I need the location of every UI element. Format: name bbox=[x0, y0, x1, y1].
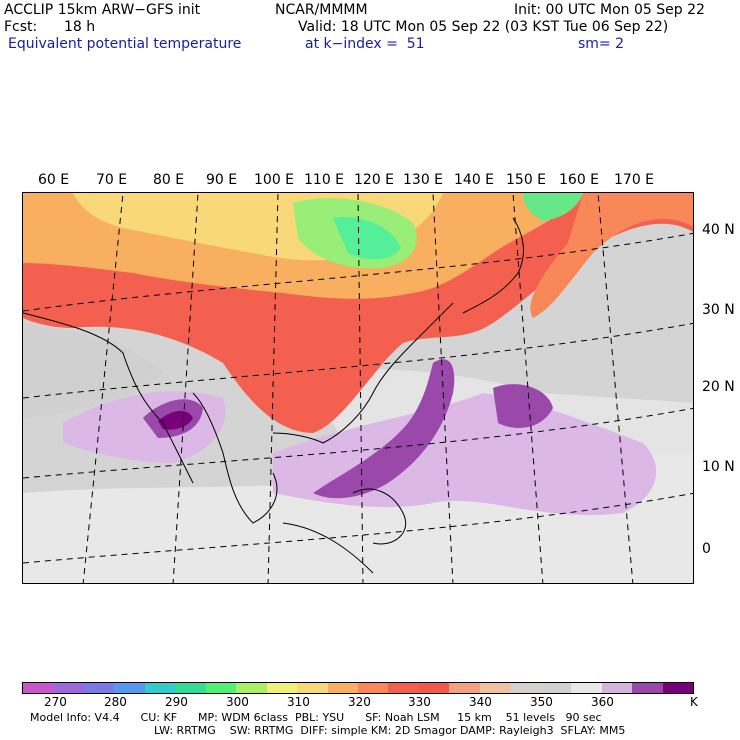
lon-label: 70 E bbox=[96, 172, 128, 188]
lon-label: 130 E bbox=[403, 172, 444, 188]
colorbar-segment bbox=[236, 683, 267, 693]
lat-label: 30 N bbox=[702, 302, 735, 318]
map-plot bbox=[22, 192, 694, 584]
colorbar-segment bbox=[662, 683, 693, 693]
level-index: at k−index = 51 bbox=[305, 36, 425, 52]
colorbar-tick: 350 bbox=[530, 695, 553, 709]
valid-time: Valid: 18 UTC Mon 05 Sep 22 (03 KST Tue … bbox=[298, 19, 669, 35]
colorbar-segment bbox=[388, 683, 419, 693]
colorbar bbox=[22, 682, 694, 694]
model-info: Model Info: V4.4 CU: KF MP: WDM 6class P… bbox=[30, 711, 602, 724]
colorbar-segment bbox=[83, 683, 115, 693]
lon-label: 110 E bbox=[304, 172, 345, 188]
colorbar-segment bbox=[144, 683, 176, 693]
colorbar-segment bbox=[175, 683, 206, 693]
lat-label: 0 bbox=[702, 541, 711, 557]
lon-label: 80 E bbox=[153, 172, 185, 188]
model-title: ACCLIP 15km ARW−GFS init bbox=[4, 2, 201, 18]
map-field bbox=[23, 193, 693, 583]
fcst-value: 18 h bbox=[64, 19, 96, 35]
center-label: NCAR/MMMM bbox=[275, 2, 368, 18]
lon-label: 90 E bbox=[206, 172, 238, 188]
colorbar-tick: 300 bbox=[226, 695, 249, 709]
smoothing: sm= 2 bbox=[578, 36, 625, 52]
lon-label: 150 E bbox=[506, 172, 547, 188]
lat-label: 10 N bbox=[702, 459, 735, 475]
colorbar-tick: 330 bbox=[408, 695, 431, 709]
init-time: Init: 00 UTC Mon 05 Sep 22 bbox=[514, 2, 705, 18]
colorbar-tick: 270 bbox=[44, 695, 67, 709]
fcst-label: Fcst: bbox=[4, 19, 38, 35]
colorbar-segment bbox=[479, 683, 511, 693]
colorbar-segment bbox=[327, 683, 358, 693]
lon-label: 60 E bbox=[38, 172, 70, 188]
lat-label: 40 N bbox=[702, 222, 735, 238]
colorbar-segment bbox=[23, 683, 54, 693]
colorbar-segment bbox=[601, 683, 633, 693]
lon-label: 100 E bbox=[254, 172, 295, 188]
lon-label: 160 E bbox=[559, 172, 600, 188]
lon-label: 140 E bbox=[454, 172, 495, 188]
colorbar-segment bbox=[540, 683, 572, 693]
colorbar-tick: 320 bbox=[348, 695, 371, 709]
colorbar-tick: 310 bbox=[287, 695, 310, 709]
colorbar-segment bbox=[418, 683, 450, 693]
colorbar-segment bbox=[53, 683, 84, 693]
colorbar-tick: 290 bbox=[165, 695, 188, 709]
lon-label: 120 E bbox=[354, 172, 395, 188]
colorbar-tick: 360 bbox=[591, 695, 614, 709]
colorbar-segment bbox=[571, 683, 602, 693]
colorbar-segment bbox=[510, 683, 541, 693]
colorbar-segment bbox=[357, 683, 389, 693]
colorbar-unit: K bbox=[690, 695, 698, 709]
colorbar-tick: 340 bbox=[469, 695, 492, 709]
field-name: Equivalent potential temperature bbox=[8, 36, 242, 52]
physics-info: LW: RRTMG SW: RRTMG DIFF: simple KM: 2D … bbox=[154, 724, 626, 737]
colorbar-segment bbox=[449, 683, 480, 693]
colorbar-segment bbox=[114, 683, 145, 693]
lon-label: 170 E bbox=[614, 172, 655, 188]
colorbar-segment bbox=[266, 683, 298, 693]
colorbar-segment bbox=[632, 683, 663, 693]
lat-label: 20 N bbox=[702, 379, 735, 395]
colorbar-tick: 280 bbox=[104, 695, 127, 709]
colorbar-segment bbox=[205, 683, 237, 693]
colorbar-segment bbox=[297, 683, 328, 693]
